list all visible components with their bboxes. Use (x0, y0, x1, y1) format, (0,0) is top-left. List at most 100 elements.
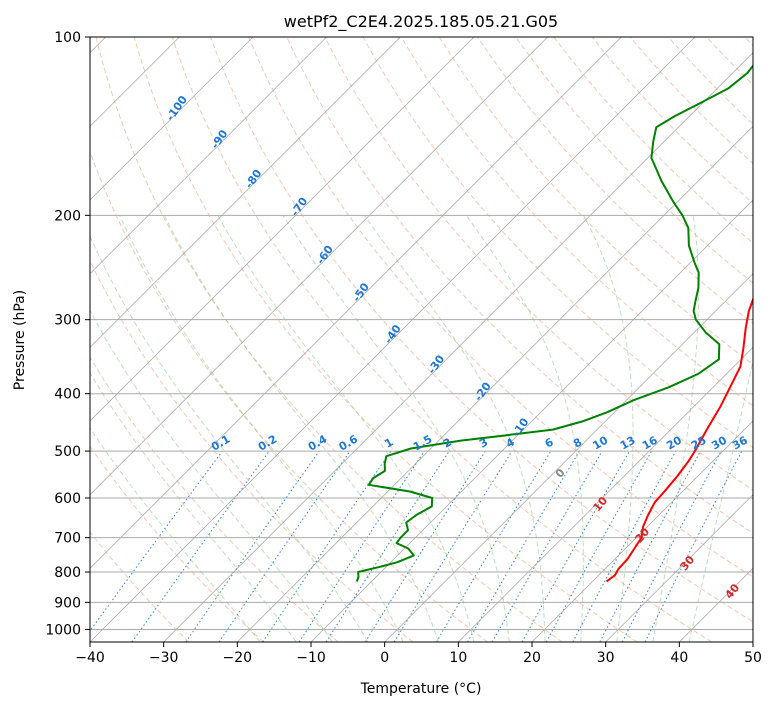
dry-adiabat-label: -60 (314, 243, 336, 267)
moist-adiabat (364, 215, 546, 642)
x-tick-label: −30 (149, 650, 179, 666)
plot-frame (89, 36, 754, 643)
dry-adiabat (90, 259, 414, 642)
dry-adiabat (400, 37, 753, 407)
moist-adiabat (583, 215, 634, 642)
moist-adiabat-label: 40 (722, 581, 742, 601)
mixing-ratio-line (435, 450, 552, 642)
mixing-ratio-line (393, 450, 513, 642)
x-tick-label: −40 (75, 650, 105, 666)
mixing-ratio-label: 13 (618, 434, 638, 453)
y-tick-label: 800 (54, 565, 81, 581)
dry-adiabat-label: -80 (242, 167, 264, 191)
dewpoint-profile (355, 64, 753, 582)
isotherm (752, 641, 753, 642)
mixing-ratio-label: 30 (709, 433, 729, 452)
y-axis: 100 200 300 400 500 600 700 800 900 1000 (45, 30, 90, 638)
mixing-ratio-line (599, 450, 701, 642)
dry-adiabat-label: -20 (472, 380, 494, 404)
isotherm (90, 37, 401, 348)
moist-adiabat (119, 215, 404, 642)
mixing-ratio-line (572, 450, 677, 642)
mixing-ratio-label: 0.6 (337, 432, 361, 453)
mixing-ratio-label: 16 (640, 433, 660, 452)
mixing-ratio-line (621, 450, 722, 642)
mixing-ratio-line (298, 450, 425, 642)
dry-adiabat (438, 37, 753, 366)
y-tick-label: 300 (54, 313, 81, 329)
isotherm (384, 273, 753, 642)
dry-adiabat (629, 37, 753, 165)
x-tick-label: 30 (597, 650, 615, 666)
mixing-ratio-line (218, 450, 351, 642)
x-tick-label: 20 (523, 650, 541, 666)
y-tick-label: 700 (54, 531, 81, 547)
isotherm (90, 37, 548, 496)
chart-title: wetPf2_C2E4.2025.185.05.21.G05 (284, 12, 558, 32)
dry-adiabat-label: -40 (382, 322, 404, 346)
x-tick-label: 10 (449, 650, 467, 666)
temperature-profile (605, 296, 753, 583)
moist-adiabat (90, 371, 297, 642)
y-tick-label: 1000 (45, 622, 81, 638)
mixing-ratio-label: 1 (382, 436, 395, 451)
moist-adiabat (163, 215, 439, 642)
annotations: 0.1 0.2 0.4 0.6 1 1.5 2 3 4 6 8 10 13 16 20 25 30 36-100-… (164, 93, 751, 601)
moist-adiabat-label: 0 (553, 466, 568, 480)
mixing-ratio-line (545, 450, 653, 642)
isotherm (90, 37, 254, 201)
x-axis-label: Temperature (°C) (360, 681, 482, 697)
mixing-ratio-label: 6 (543, 435, 556, 450)
dry-adiabat (591, 37, 753, 204)
mixing-ratio-label: 25 (689, 434, 709, 453)
mixing-ratio-label: 0.4 (306, 432, 330, 453)
dry-adiabat (324, 37, 753, 491)
isotherm (163, 52, 753, 642)
dry-adiabat (477, 37, 753, 325)
dry-adiabat (744, 37, 753, 47)
x-axis: −40 −30 −20 −10 0 10 20 30 40 50 (75, 642, 762, 666)
mixing-ratio-label: 20 (664, 433, 684, 452)
isotherm (90, 37, 696, 642)
mixing-ratio-line (185, 450, 320, 642)
mixing-ratio-label: 1.5 (411, 433, 434, 454)
x-tick-label: 0 (380, 650, 389, 666)
y-tick-label: 600 (54, 491, 81, 507)
y-tick-label: 900 (54, 595, 81, 611)
isotherm (237, 125, 753, 642)
moist-adiabat (90, 235, 369, 642)
y-tick-label: 500 (54, 444, 81, 460)
dry-adiabat (133, 37, 638, 642)
y-tick-label: 400 (54, 387, 81, 403)
mixing-ratio-line (262, 450, 392, 642)
isotherm (90, 37, 475, 422)
dry-adiabat (90, 356, 339, 642)
y-axis-label: Pressure (hPa) (12, 290, 28, 390)
y-tick-label: 100 (54, 30, 81, 46)
y-tick-label: 200 (54, 208, 81, 224)
moist-adiabat-label: 30 (677, 553, 697, 573)
isotherm (458, 346, 753, 642)
dry-adiabat (515, 37, 753, 284)
mixing-ratio-label: 36 (730, 433, 750, 452)
series-lines (355, 64, 753, 583)
dry-adiabat (248, 37, 753, 578)
moist-adiabat (217, 215, 475, 642)
dry-adiabat-label: -10 (509, 415, 531, 439)
mixing-ratio-line (644, 450, 743, 642)
moist-adiabat (282, 215, 510, 642)
dry-adiabat (553, 37, 753, 244)
dry-adiabat-label: -90 (208, 127, 230, 151)
mixing-ratio-line (131, 450, 270, 642)
dry-adiabat (210, 37, 753, 623)
mixing-ratio-line (521, 450, 630, 642)
dry-adiabat (90, 531, 190, 642)
moist-adiabat-label: 10 (590, 494, 610, 514)
mixing-ratio-label: 10 (591, 433, 611, 452)
dry-adiabat (668, 37, 753, 125)
dry-adiabat (362, 37, 753, 449)
dry-adiabat (90, 150, 488, 642)
dry-adiabat-label: -30 (425, 352, 447, 376)
moist-adiabat (688, 358, 753, 642)
